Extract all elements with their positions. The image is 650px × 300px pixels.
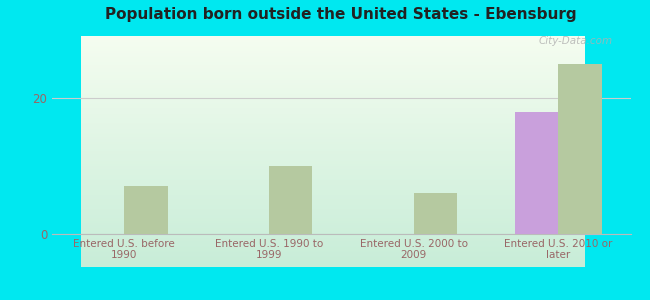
- Bar: [413, 193, 457, 234]
- Title: Population born outside the United States - Ebensburg: Population born outside the United State…: [105, 7, 577, 22]
- Legend: Native, Foreign-born: Native, Foreign-born: [235, 297, 447, 300]
- Bar: [515, 112, 558, 234]
- Bar: [269, 166, 312, 234]
- Bar: [558, 64, 601, 234]
- Text: City-Data.com: City-Data.com: [539, 36, 613, 46]
- Bar: [124, 186, 168, 234]
